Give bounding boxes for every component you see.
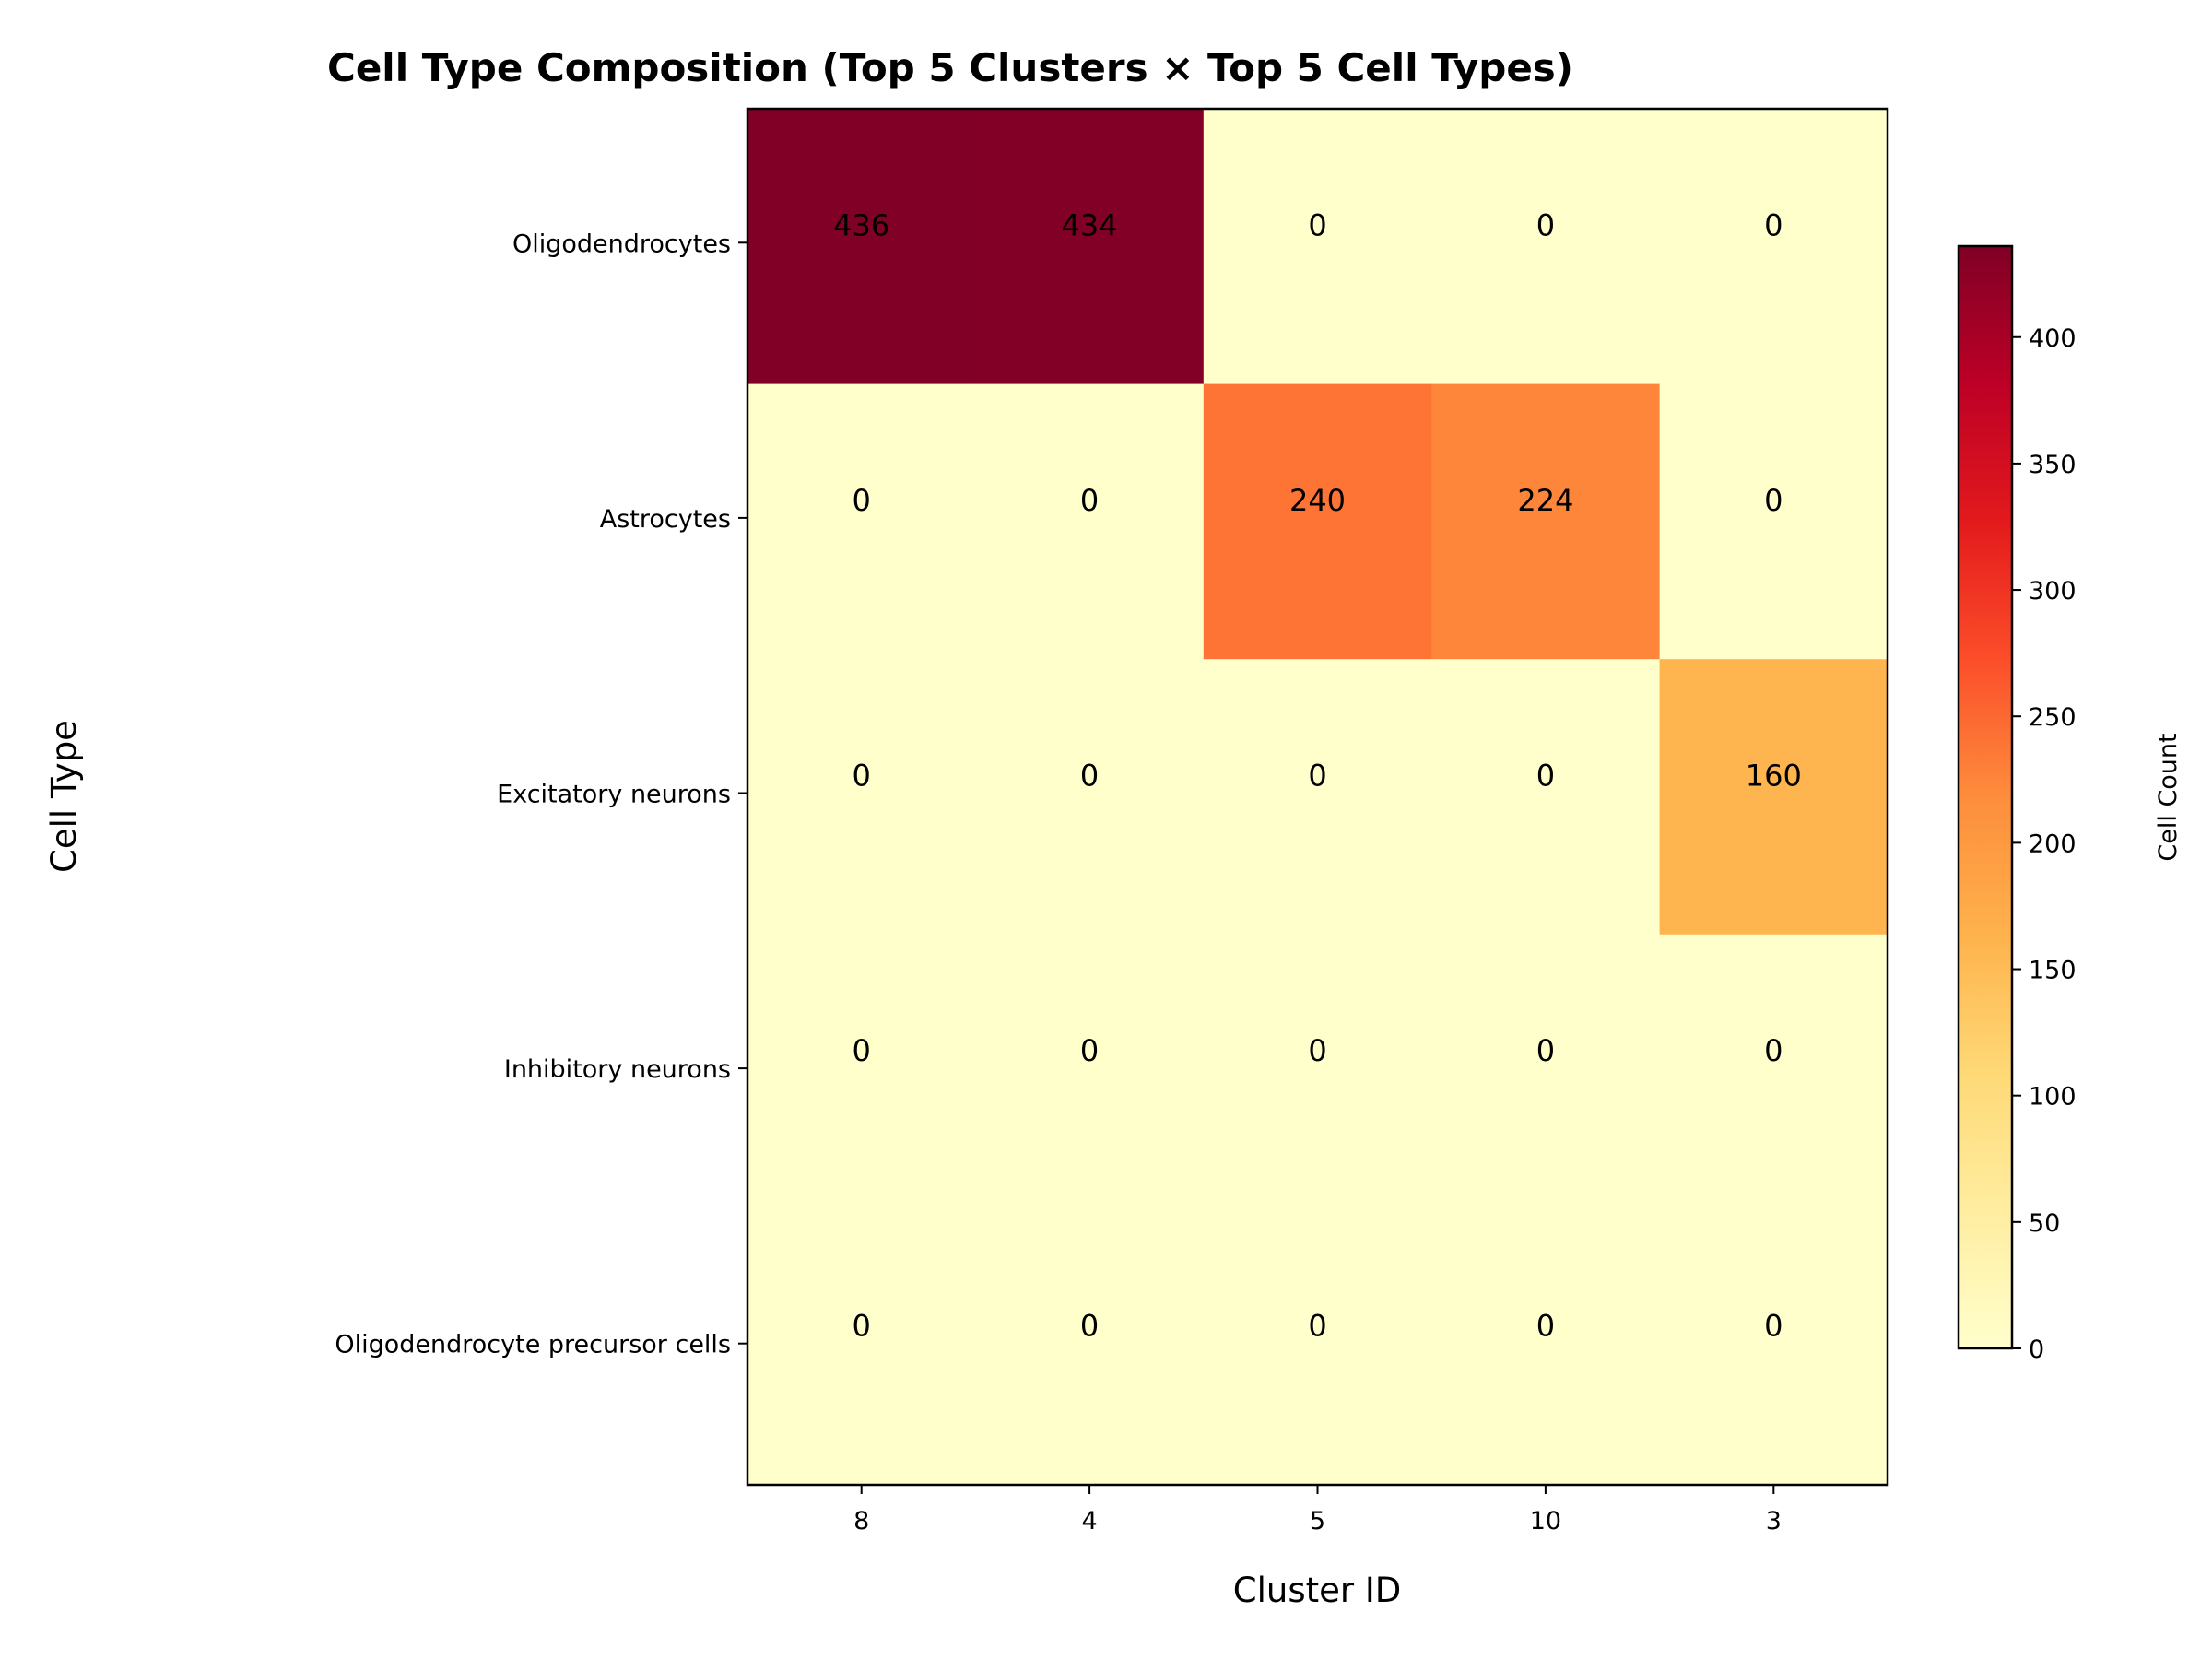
- colorbar-tick-label: 200: [2029, 830, 2077, 858]
- cell-value-label: 0: [1764, 207, 1783, 242]
- y-tick-label: Inhibitory neurons: [504, 1055, 731, 1084]
- colorbar-tick-label: 400: [2029, 324, 2077, 353]
- cell-value-label: 0: [1536, 1309, 1555, 1344]
- colorbar-tick-label: 350: [2029, 451, 2077, 479]
- x-tick-label: 5: [1310, 1507, 1325, 1535]
- colorbar-label: Cell Count: [2154, 733, 2183, 861]
- heatmap-cell: [1659, 383, 1888, 660]
- cell-value-label: 240: [1289, 483, 1346, 518]
- heatmap-cell: [1659, 659, 1888, 935]
- cell-value-label: 434: [1062, 207, 1118, 242]
- heatmap-cell: [1203, 934, 1432, 1210]
- cell-value-label: 0: [853, 1309, 871, 1344]
- heatmap-cell: [747, 1209, 976, 1486]
- heatmap-cell-labels: 436 434 0 0 0 0 0 240 224 0 0 0 0 0 160 0 0 0 0 0 0 0 0 0 0: [833, 207, 1802, 1343]
- heatmap-cell: [1431, 1209, 1661, 1486]
- cell-value-label: 0: [1308, 1033, 1326, 1068]
- heatmap-cell: [975, 1209, 1205, 1486]
- x-axis-ticks: 8 4 5 10 3: [853, 1485, 1782, 1535]
- cell-value-label: 0: [1080, 1033, 1099, 1068]
- colorbar: [1957, 244, 2014, 1350]
- cell-value-label: 0: [1536, 1033, 1555, 1068]
- cell-value-label: 0: [1308, 759, 1326, 794]
- y-tick-label: Oligodendrocyte precursor cells: [335, 1331, 731, 1359]
- heatmap-cell: [1431, 659, 1661, 935]
- cell-value-label: 0: [1764, 1309, 1783, 1344]
- heatmap-cell: [1659, 1209, 1888, 1486]
- x-axis-label: Cluster ID: [1233, 1571, 1402, 1610]
- heatmap-cell: [975, 383, 1205, 660]
- y-tick-label: Excitatory neurons: [497, 781, 731, 809]
- cell-value-label: 0: [1536, 207, 1555, 242]
- heatmap-cell: [1203, 1209, 1432, 1486]
- x-tick-label: 4: [1082, 1507, 1098, 1535]
- heatmap-cell: [1431, 383, 1661, 660]
- heatmap-cell: [975, 109, 1205, 385]
- colorbar-tick-label: 0: [2029, 1335, 2044, 1364]
- heatmap-cell: [1203, 659, 1432, 935]
- cell-value-label: 0: [1080, 1309, 1099, 1344]
- cell-value-label: 0: [1764, 483, 1783, 518]
- heatmap-cells: [747, 109, 1888, 1486]
- cell-value-label: 0: [1764, 1033, 1783, 1068]
- y-axis-ticks: Oligodendrocytes Astrocytes Excitatory neu…: [335, 229, 747, 1359]
- heatmap-cell: [747, 934, 976, 1210]
- y-tick-label: Astrocytes: [600, 505, 731, 534]
- colorbar-tick-label: 150: [2029, 957, 2077, 985]
- y-axis-label: Cell Type: [44, 720, 84, 873]
- cell-value-label: 0: [1308, 1309, 1326, 1344]
- heatmap-cell: [747, 659, 976, 935]
- cell-value-label: 436: [833, 207, 889, 242]
- cell-value-label: 224: [1517, 483, 1573, 518]
- cell-value-label: 0: [1080, 483, 1099, 518]
- x-tick-label: 3: [1766, 1507, 1782, 1535]
- colorbar-tick-label: 50: [2029, 1209, 2060, 1238]
- colorbar-tick-label: 100: [2029, 1083, 2077, 1112]
- heatmap-cell: [747, 109, 976, 385]
- heatmap-cell: [1431, 934, 1661, 1210]
- cell-value-label: 0: [1080, 759, 1099, 794]
- cell-value-label: 160: [1746, 759, 1802, 794]
- heatmap-cell: [1203, 109, 1432, 385]
- cell-value-label: 0: [1308, 207, 1326, 242]
- heatmap-cell: [1659, 934, 1888, 1210]
- heatmap-cell: [975, 934, 1205, 1210]
- heatmap-cell: [747, 383, 976, 660]
- cell-value-label: 0: [853, 483, 871, 518]
- cell-value-label: 0: [853, 1033, 871, 1068]
- heatmap-cell: [1203, 383, 1432, 660]
- heatmap-cell: [1431, 109, 1661, 385]
- cell-value-label: 0: [1536, 759, 1555, 794]
- colorbar-tick-label: 300: [2029, 577, 2077, 606]
- colorbar-ticks: 0 50 100 150 200 250 300 350 400: [2012, 324, 2077, 1364]
- x-tick-label: 10: [1530, 1507, 1561, 1535]
- y-tick-label: Oligodendrocytes: [512, 229, 731, 258]
- heatmap-cell: [1659, 109, 1888, 385]
- x-tick-label: 8: [853, 1507, 869, 1535]
- colorbar-tick-label: 250: [2029, 703, 2077, 732]
- heatmap-cell: [975, 659, 1205, 935]
- chart-title: Cell Type Composition (Top 5 Clusters × …: [327, 45, 1573, 90]
- cell-value-label: 0: [853, 759, 871, 794]
